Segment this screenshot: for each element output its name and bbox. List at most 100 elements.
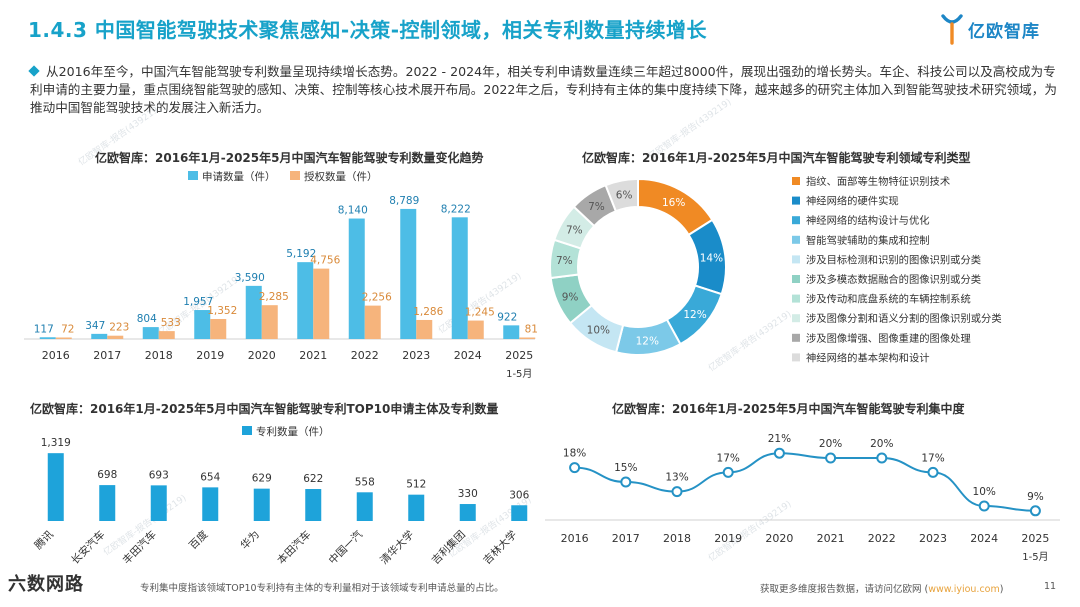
line-label-2022: 20% — [870, 438, 893, 450]
line-point-2018 — [671, 486, 683, 498]
top10-bar-清华大学 — [408, 494, 425, 521]
footer-watermark: 六数网路 — [8, 574, 84, 595]
grant-label-2024: 1,245 — [465, 307, 495, 319]
legend-label-8: 涉及图像增强、图像重建的图像处理 — [806, 332, 971, 345]
legend-swatch-4 — [792, 255, 800, 264]
top10-name-长安汽车: 长安汽车 — [68, 528, 107, 567]
x-tick-2023: 2023 — [919, 532, 947, 545]
donut-label-9: 6% — [616, 189, 633, 201]
x-tick-2024: 2024 — [454, 349, 482, 362]
top10-value-中国一汽: 558 — [355, 476, 375, 488]
top10-bar-长安汽车 — [99, 485, 116, 521]
summary-paragraph: 从2016年至今，中国汽车智能驾驶专利数量呈现持续增长态势。2022 - 202… — [28, 63, 1060, 117]
chart-title-top10: 亿欧智库：2016年1月-2025年5月中国汽车智能驾驶专利TOP10申请主体及… — [30, 402, 499, 416]
diamond-bullet-icon — [28, 65, 40, 77]
legend-label-0: 申请数量（件） — [202, 170, 276, 183]
grant-label-2017: 223 — [109, 322, 129, 334]
top10-bar-吉利集团 — [459, 504, 476, 521]
application-label-2024: 8,222 — [441, 203, 471, 215]
legend-label-6: 涉及传动和底盘系统的车辆控制系统 — [806, 293, 971, 306]
application-bar-2018 — [142, 327, 159, 339]
application-bar-2016 — [39, 337, 56, 339]
top10-bar-华为 — [253, 488, 270, 521]
x-tick-2018: 2018 — [663, 532, 691, 545]
legend-label-4: 涉及目标检测和识别的图像识别或分类 — [806, 253, 981, 266]
top10-value-吉利集团: 330 — [458, 488, 478, 500]
grant-bar-2023 — [416, 319, 433, 339]
legend-swatch — [242, 426, 252, 435]
donut-label-7: 7% — [566, 224, 583, 236]
page-title: 1.4.3 中国智能驾驶技术聚焦感知-决策-控制领域，相关专利数量持续增长 — [28, 18, 708, 42]
top10-value-丰田汽车: 693 — [149, 469, 169, 481]
line-label-2017: 15% — [614, 462, 637, 474]
line-point-2017 — [620, 476, 632, 488]
top10-name-腾讯: 腾讯 — [32, 528, 56, 552]
top10-value-百度: 654 — [200, 471, 220, 483]
line-label-2019: 17% — [717, 452, 740, 464]
application-label-2022: 8,140 — [338, 205, 368, 217]
legend-swatch-9 — [792, 353, 800, 362]
top10-bar-百度 — [202, 487, 219, 521]
x-tick-2021: 2021 — [817, 532, 845, 545]
line-label-2018: 13% — [665, 472, 688, 484]
x-tick-2022: 2022 — [351, 349, 379, 362]
top10-bar-中国一汽 — [356, 492, 373, 521]
application-label-2023: 8,789 — [389, 195, 419, 207]
legend-swatch-1 — [290, 171, 300, 180]
line-label-2023: 17% — [921, 452, 944, 464]
grant-bar-2017 — [107, 335, 124, 339]
line-point-2019 — [722, 466, 734, 478]
grant-label-2025: 81 — [525, 324, 538, 336]
line-label-2016: 18% — [563, 448, 586, 460]
grant-label-2016: 72 — [61, 324, 74, 336]
application-bar-2020 — [245, 285, 262, 339]
top10-name-清华大学: 清华大学 — [377, 528, 416, 567]
top10-value-本田汽车: 622 — [303, 473, 323, 485]
donut-label-2: 12% — [683, 309, 706, 321]
legend-swatch-2 — [792, 216, 800, 225]
grant-bar-2024 — [467, 320, 484, 339]
top10-name-丰田汽车: 丰田汽车 — [120, 528, 159, 567]
grant-label-2022: 2,256 — [362, 292, 392, 304]
top10-value-腾讯: 1,319 — [41, 437, 71, 449]
application-bar-2021 — [297, 262, 314, 339]
grant-bar-2021 — [313, 268, 330, 339]
grant-label-2021: 4,756 — [310, 255, 340, 267]
legend-label-1: 神经网络的硬件实现 — [806, 195, 899, 208]
top10-value-华为: 629 — [252, 473, 272, 485]
grant-bar-2025 — [519, 337, 536, 339]
line-point-2021 — [825, 452, 837, 464]
x-tick-2018: 2018 — [145, 349, 173, 362]
application-label-2021: 5,192 — [286, 248, 316, 260]
top10-bar-chart: 专利数量（件） 1,319 腾讯 698 长安汽车 693 丰田汽车 654 百度 629 华为 62… — [32, 425, 530, 567]
top10-name-中国一汽: 中国一汽 — [326, 528, 365, 567]
grant-label-2023: 1,286 — [413, 306, 443, 318]
legend-swatch-8 — [792, 333, 800, 342]
top10-name-本田汽车: 本田汽车 — [274, 528, 313, 567]
line-point-2022 — [876, 452, 888, 464]
x-tick-2016: 2016 — [561, 532, 589, 545]
line-label-2024: 10% — [973, 486, 996, 498]
legend-label-1: 授权数量（件） — [304, 170, 378, 183]
donut-label-5: 9% — [562, 291, 579, 303]
line-label-2020: 21% — [768, 433, 791, 445]
donut-label-0: 16% — [662, 197, 685, 209]
summary-text: 从2016年至今，中国汽车智能驾驶专利数量呈现持续增长态势。2022 - 202… — [30, 64, 1057, 115]
donut-label-4: 10% — [587, 324, 610, 336]
x-tick-2021: 2021 — [299, 349, 327, 362]
footer-link[interactable]: www.iyiou.com — [928, 584, 1000, 595]
legend-swatch-7 — [792, 314, 800, 323]
grant-label-2019: 1,352 — [207, 305, 237, 317]
top10-name-百度: 百度 — [186, 528, 210, 552]
line-point-2020 — [773, 447, 785, 459]
top10-value-吉林大学: 306 — [509, 489, 529, 501]
donut-label-8: 7% — [588, 201, 605, 213]
footer-source-end: ) — [999, 584, 1004, 595]
donut-label-3: 12% — [636, 335, 659, 347]
legend-swatch-1 — [792, 196, 800, 205]
x-tick-2025: 2025 — [505, 349, 533, 362]
x-tick-2024: 2024 — [970, 532, 998, 545]
trend-bar-chart: 申请数量（件） 授权数量（件） 117 72 2016 347 223 2017 804 533 2… — [24, 170, 538, 380]
line-point-2016 — [569, 462, 581, 474]
x-tick-2019: 2019 — [196, 349, 224, 362]
